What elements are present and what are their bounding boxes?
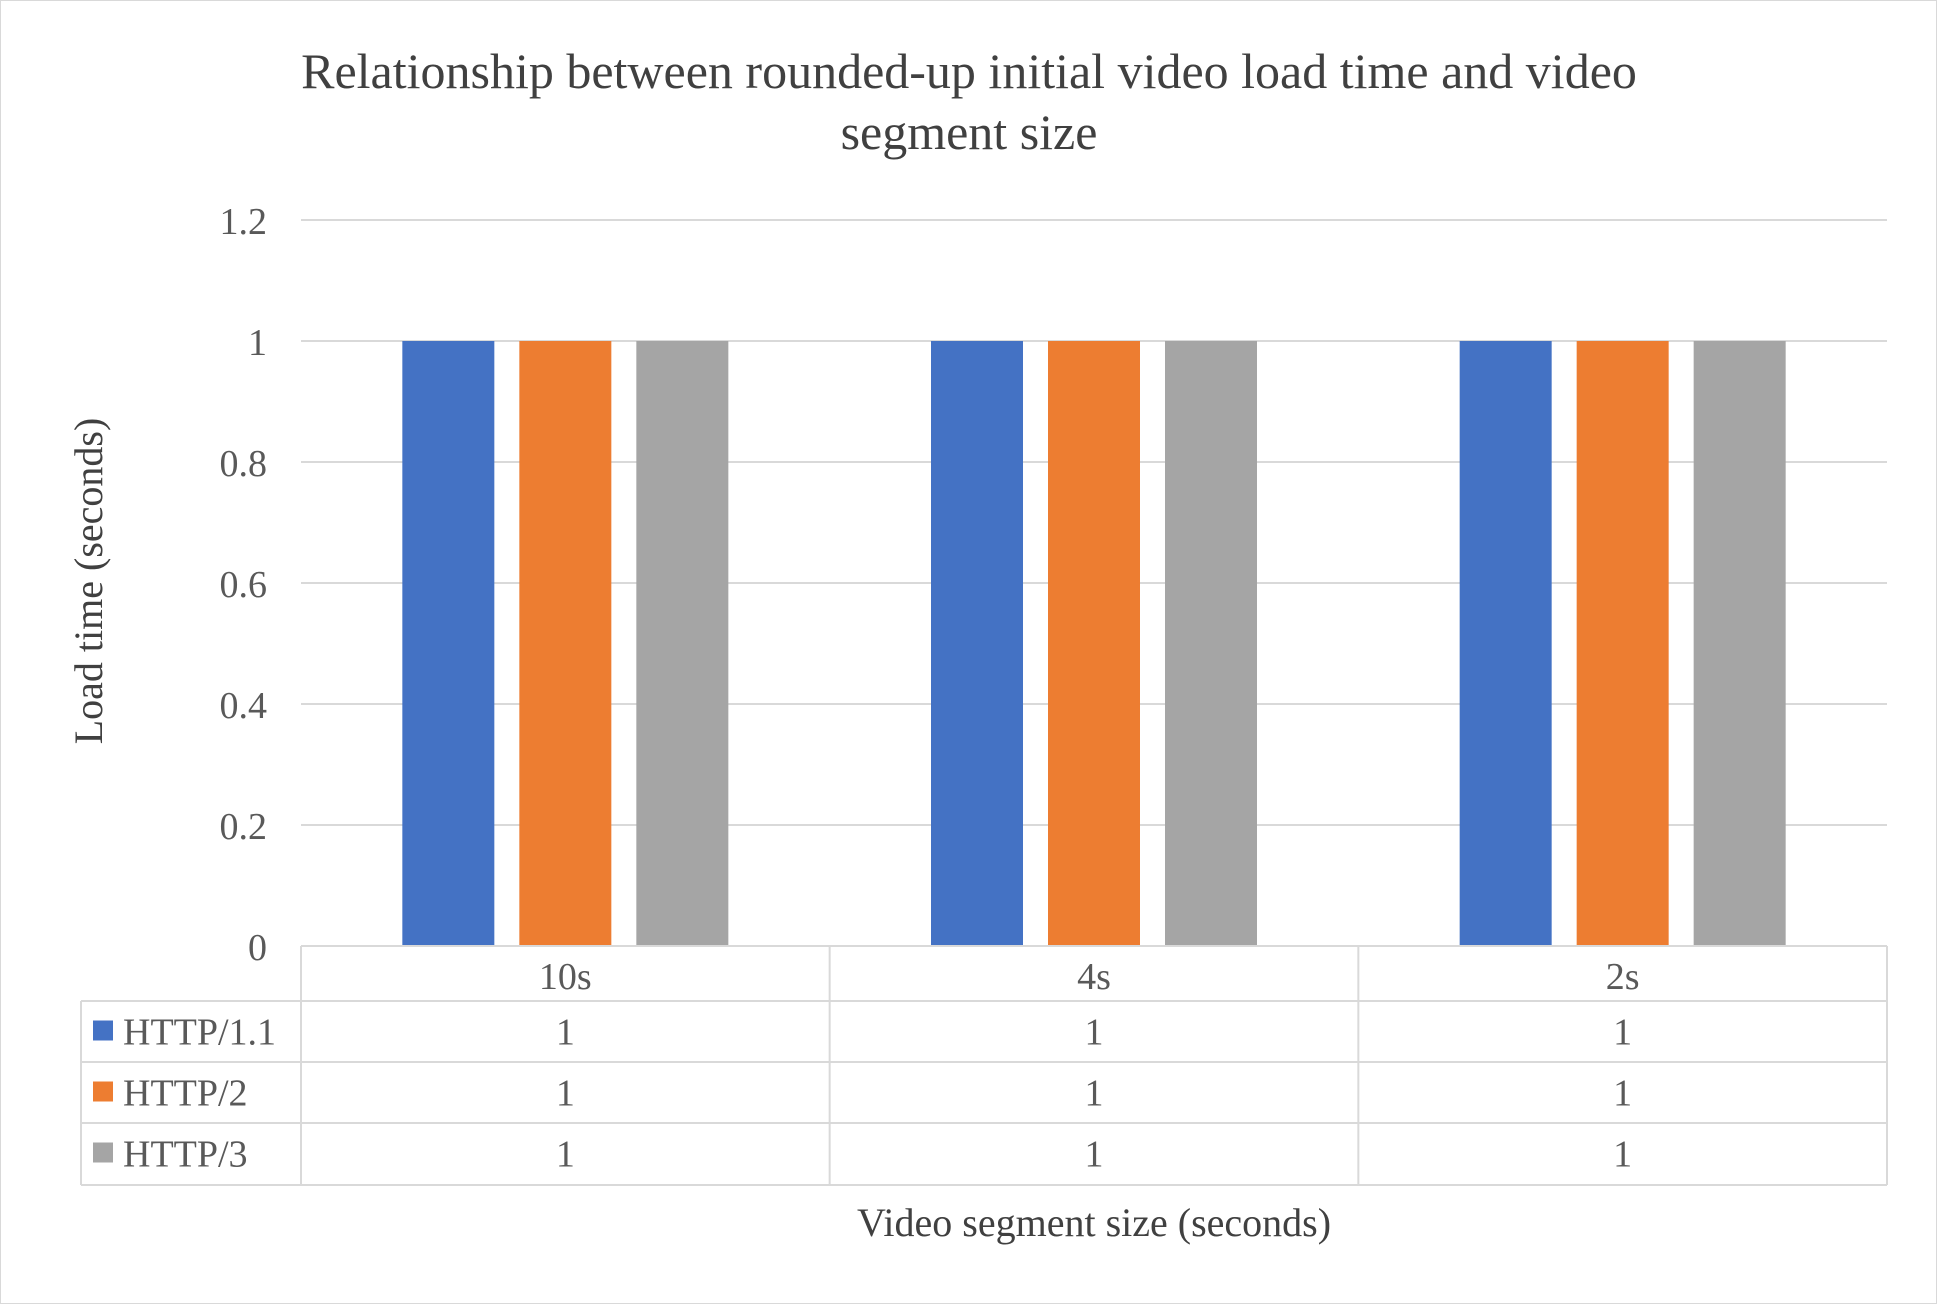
- chart-title-line-2: segment size: [841, 104, 1098, 160]
- chart-title: Relationship between rounded-up initial …: [301, 43, 1637, 160]
- table-value: 1: [1613, 1012, 1632, 1054]
- table-value: 1: [1613, 1073, 1632, 1115]
- bars: [402, 341, 1786, 946]
- bar-http-2-10s: [519, 341, 612, 946]
- y-tick-label: 0.6: [220, 564, 268, 606]
- legend-series-name: HTTP/1.1: [123, 1012, 276, 1054]
- y-axis-label: Load time (seconds): [66, 418, 111, 745]
- y-tick-label: 0.4: [220, 685, 268, 727]
- x-tick-label: 4s: [1077, 956, 1111, 998]
- x-tick-label: 2s: [1606, 956, 1640, 998]
- table-value: 1: [1085, 1012, 1104, 1054]
- table-value: 1: [556, 1012, 575, 1054]
- legend-key-swatch: [93, 1020, 113, 1041]
- legend-series-name: HTTP/2: [123, 1073, 248, 1115]
- bar-http-1-1-10s: [402, 341, 495, 946]
- x-axis-label: Video segment size (seconds): [857, 1200, 1331, 1245]
- chart-title-line-1: Relationship between rounded-up initial …: [301, 43, 1637, 99]
- legend-key-swatch: [93, 1081, 113, 1102]
- y-axis-ticks: 0 0.2 0.4 0.6 0.8 1 1.2: [220, 201, 268, 969]
- bar-http-2-2s: [1576, 341, 1669, 946]
- legend-series-name: HTTP/3: [123, 1134, 248, 1176]
- bar-http-2-4s: [1048, 341, 1140, 946]
- table-value: 1: [1085, 1073, 1104, 1115]
- data-table: 10s 4s 2s HTTP/1.1 1 1 1 HTTP/2 1 1 1 HTTP/3 1 1 1: [80, 945, 1888, 1186]
- y-tick-label: 1.2: [220, 201, 268, 243]
- x-tick-label: 10s: [539, 956, 592, 998]
- table-value: 1: [1613, 1134, 1632, 1176]
- table-value: 1: [556, 1134, 575, 1176]
- y-tick-label: 0.8: [220, 443, 268, 485]
- bar-http-1-1-2s: [1459, 341, 1552, 946]
- bar-http-1-1-4s: [931, 341, 1023, 946]
- bar-http-3-4s: [1165, 341, 1257, 946]
- bar-http-3-2s: [1693, 341, 1786, 946]
- legend-key-swatch: [93, 1142, 113, 1163]
- table-value: 1: [1085, 1134, 1104, 1176]
- y-tick-label: 1: [248, 322, 267, 364]
- y-tick-label: 0.2: [220, 806, 268, 848]
- bar-http-3-10s: [636, 341, 729, 946]
- table-value: 1: [556, 1073, 575, 1115]
- y-tick-label: 0: [248, 927, 267, 969]
